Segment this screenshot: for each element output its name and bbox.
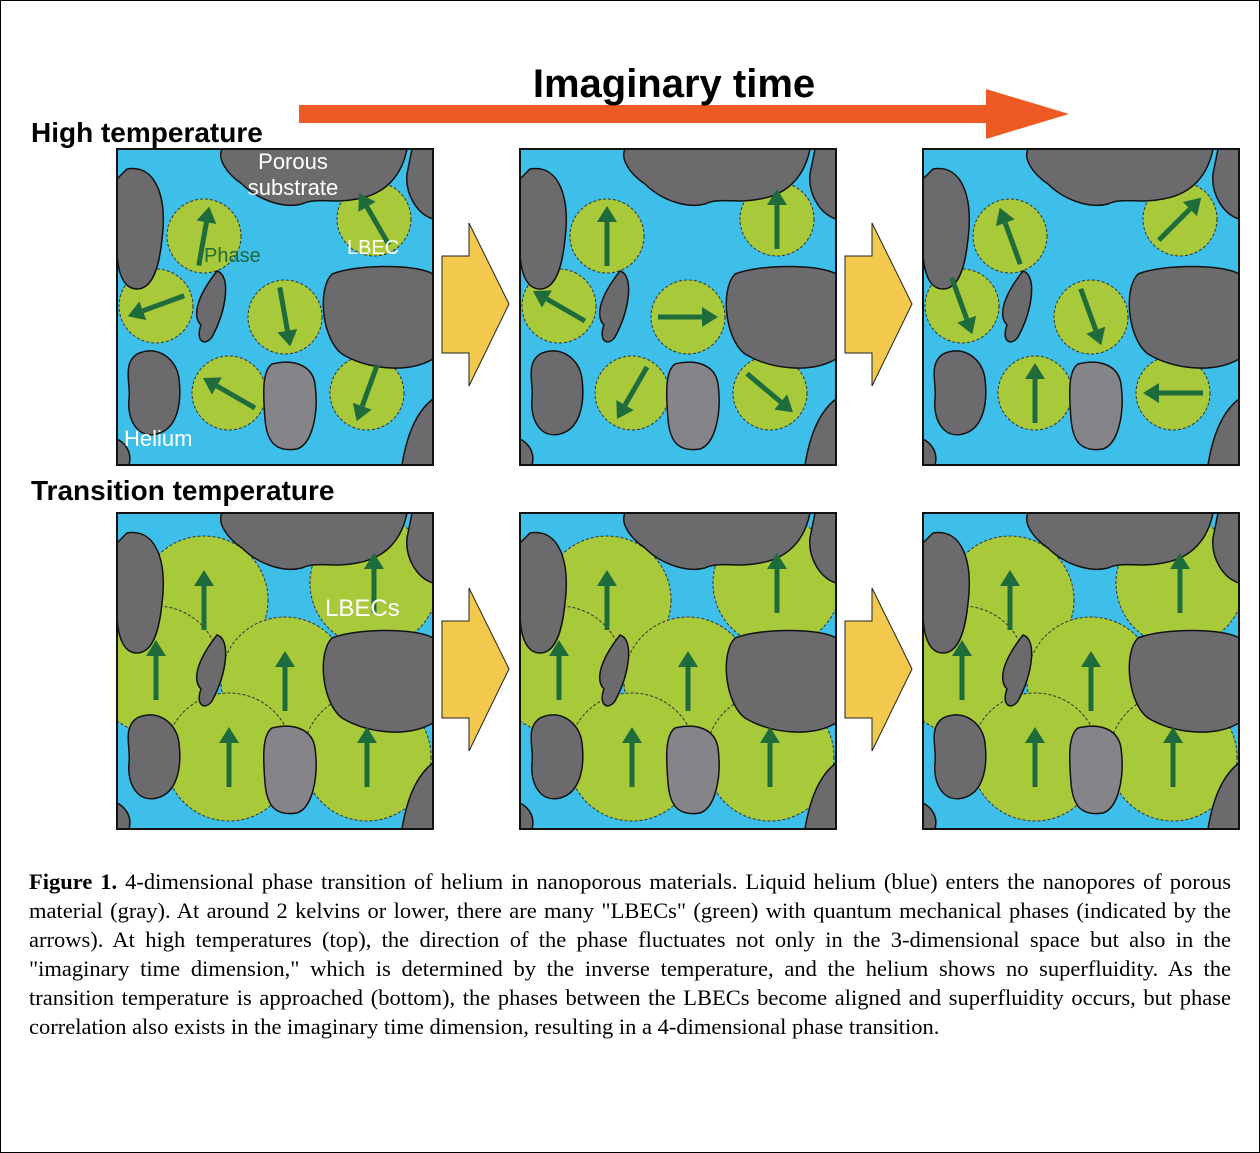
annotation: LBECs [325, 595, 400, 622]
caption: Figure 1. 4-dimensional phase transition… [29, 867, 1231, 1041]
panel [495, 513, 841, 829]
pore [128, 351, 180, 435]
pore [923, 533, 969, 653]
pore [117, 533, 163, 653]
panel [92, 513, 438, 829]
annotation: Helium [124, 426, 192, 451]
pore [726, 631, 836, 733]
panel [520, 149, 836, 465]
row-label: Transition temperature [31, 475, 334, 506]
pore [667, 726, 719, 813]
pore [934, 351, 986, 435]
pore [323, 631, 433, 733]
pore [128, 715, 180, 799]
page: Imaginary time High temperature Transiti… [0, 0, 1260, 1153]
annotation: substrate [248, 175, 339, 200]
row-label: High temperature [31, 117, 263, 148]
pore [923, 169, 969, 289]
caption-label: Figure 1. [29, 869, 117, 894]
annotation: Porous [258, 149, 328, 174]
pore [531, 715, 583, 799]
panel-content [898, 513, 1244, 829]
annotation: Phase [204, 245, 261, 267]
pore [726, 267, 836, 369]
panel-content [495, 513, 841, 829]
annotation: LBEC [347, 237, 399, 259]
pore [520, 169, 566, 289]
pore [264, 726, 316, 813]
panel [923, 149, 1239, 465]
pore [264, 362, 316, 449]
caption-text: 4-dimensional phase transition of helium… [29, 869, 1231, 1039]
pore [520, 533, 566, 653]
panel-content [520, 149, 836, 465]
figure: Imaginary time High temperature Transiti… [1, 1, 1259, 861]
pore [934, 715, 986, 799]
pore [531, 351, 583, 435]
pore [117, 169, 163, 289]
pore [1070, 362, 1122, 449]
pore [667, 362, 719, 449]
pore [1070, 726, 1122, 813]
panel-content [92, 513, 438, 829]
panel [898, 513, 1244, 829]
panel-content [923, 149, 1239, 465]
pore [323, 267, 433, 369]
title: Imaginary time [533, 62, 815, 106]
pore [1129, 267, 1239, 369]
pore [1129, 631, 1239, 733]
